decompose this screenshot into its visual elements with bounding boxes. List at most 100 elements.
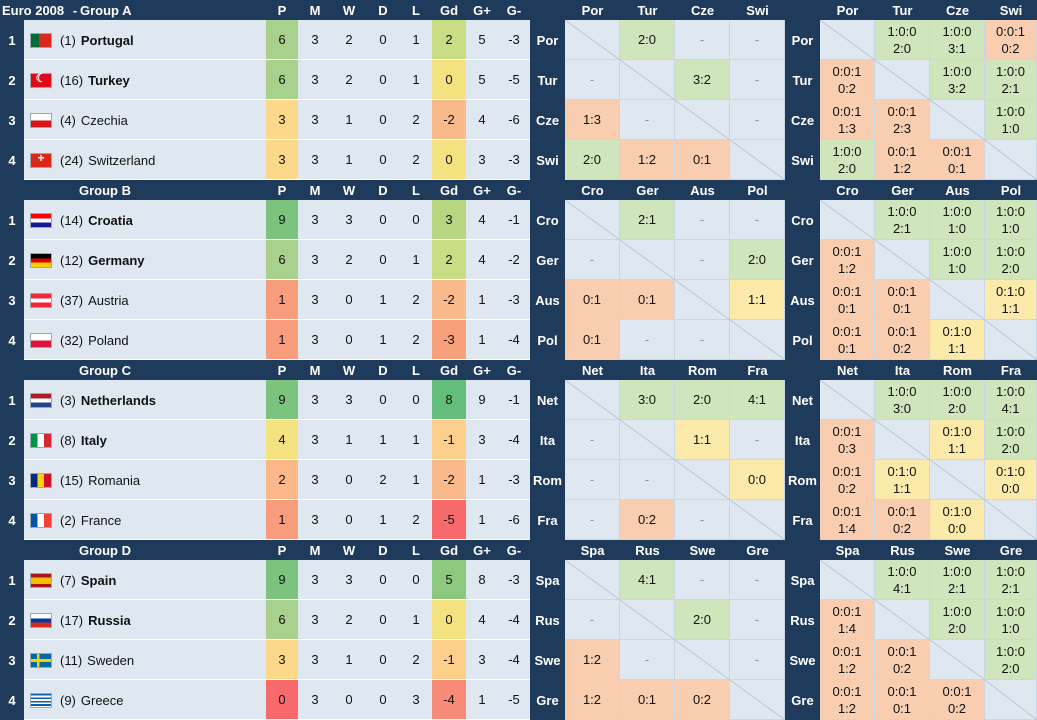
matrix-wdl: 1:0:0 <box>996 103 1025 119</box>
col-header-gplus: G+ <box>473 542 491 558</box>
stat-m: 3 <box>311 292 319 307</box>
result-cell: 2:0 <box>675 600 730 640</box>
results-col-header: Swe <box>689 542 716 558</box>
matrix-score: 2:0 <box>1001 440 1020 456</box>
diagonal-line <box>620 420 675 460</box>
result-cell-self <box>675 280 730 320</box>
stat-d: 1 <box>379 512 387 527</box>
flag-france-icon <box>30 512 52 528</box>
stat-gp: 3 <box>478 152 486 167</box>
matrix-cell-self <box>875 60 930 100</box>
stat-d: 0 <box>379 152 387 167</box>
result-cell: 1:1 <box>730 280 785 320</box>
matrix-wdl: 0:0:1 <box>832 63 862 79</box>
matrix-cell-self <box>875 600 930 640</box>
stat-w: 2 <box>345 72 353 87</box>
rank-number: 4 <box>0 320 24 360</box>
result-cell: - <box>620 100 675 140</box>
col-header-l: L <box>412 2 420 18</box>
title-separator: - <box>72 2 78 18</box>
stat-gd: 0 <box>432 140 466 179</box>
matrix-wdl: 1:0:0 <box>832 143 862 159</box>
results-row-label: Tur <box>530 60 565 100</box>
matrix-row-label: Pol <box>785 320 820 360</box>
matrix-cell-self <box>820 20 875 60</box>
matrix-wdl: 1:0:0 <box>942 203 972 219</box>
result-cell: 1:1 <box>675 420 730 460</box>
rank-number: 1 <box>0 20 24 60</box>
matrix-wdl: 0:0:1 <box>887 103 917 119</box>
stat-d: 0 <box>379 32 387 47</box>
result-cell: 1:2 <box>565 680 620 720</box>
stat-p: 9 <box>266 560 298 599</box>
col-header-gd: Gd <box>439 2 459 18</box>
group-header-bar <box>0 360 1037 380</box>
diagonal-line <box>985 140 1037 180</box>
stat-l: 1 <box>412 612 420 627</box>
matrix-score: 2:1 <box>1001 580 1020 596</box>
stat-gm: -5 <box>508 692 520 707</box>
team-cell: (1) Portugal <box>28 20 264 60</box>
matrix-score: 0:2 <box>947 700 967 716</box>
matrix-wdl: 0:1:0 <box>942 323 972 339</box>
matrix-cell: 0:0:1 0:1 <box>930 140 985 180</box>
stat-d: 0 <box>379 612 387 627</box>
matrix-row-label: Swi <box>785 140 820 180</box>
result-cell: 0:2 <box>675 680 730 720</box>
col-header-gplus: G+ <box>473 182 491 198</box>
result-cell-self <box>730 500 785 540</box>
team-seed: (7) <box>60 572 76 588</box>
matrix-score: 1:4 <box>837 620 857 636</box>
matrix-cell: 1:0:0 1:0 <box>930 200 985 240</box>
matrix-cell: 1:0:0 3:0 <box>875 380 930 420</box>
matrix-cell: 0:0:1 1:2 <box>820 640 875 680</box>
results-row-label: Gre <box>530 680 565 720</box>
flag-spain-icon <box>30 572 52 588</box>
matrix-score: 1:0 <box>947 260 967 276</box>
matrix-cell: 1:0:0 2:1 <box>930 560 985 600</box>
stat-gm: -4 <box>508 432 520 447</box>
matrix-score: 0:2 <box>892 660 912 676</box>
matrix-wdl: 0:1:0 <box>942 423 972 439</box>
result-cell: - <box>620 640 675 680</box>
results-row-label: Por <box>530 20 565 60</box>
diagonal-line <box>930 100 985 140</box>
results-col-header: Spa <box>580 542 605 558</box>
results-row-label: Net <box>530 380 565 420</box>
matrix-wdl: 1:0:0 <box>942 603 972 619</box>
result-cell: - <box>730 60 785 100</box>
results-col-header: Gre <box>746 542 769 558</box>
col-header-d: D <box>378 182 388 198</box>
matrix-cell: 0:0:1 0:3 <box>820 420 875 460</box>
matrix-col-header: Gre <box>999 542 1023 558</box>
stat-gd: -5 <box>432 500 466 539</box>
diagonal-line <box>620 600 675 640</box>
matrix-wdl: 0:0:1 <box>832 463 862 479</box>
matrix-score: 0:1 <box>892 700 912 716</box>
result-cell-self <box>730 680 785 720</box>
flag-austria-icon <box>30 292 52 308</box>
matrix-cell: 0:0:1 0:2 <box>875 320 930 360</box>
team-cell: (3) Netherlands <box>28 380 264 420</box>
stat-p: 6 <box>266 240 298 279</box>
diagonal-line <box>930 460 985 500</box>
flag-romania-icon <box>30 472 52 488</box>
results-col-header: Pol <box>747 182 768 198</box>
stat-d: 0 <box>379 212 387 227</box>
stat-d: 1 <box>379 332 387 347</box>
stat-p: 3 <box>266 140 298 179</box>
stat-l: 2 <box>412 512 420 527</box>
stat-l: 2 <box>412 152 420 167</box>
stat-gm: -3 <box>508 152 520 167</box>
rank-number: 1 <box>0 560 24 600</box>
stat-l: 1 <box>412 72 420 87</box>
team-name: France <box>80 512 122 528</box>
col-header-gplus: G+ <box>473 362 491 378</box>
matrix-score: 1:0 <box>947 220 967 236</box>
result-cell: - <box>675 320 730 360</box>
result-cell: 2:0 <box>675 380 730 420</box>
col-header-gd: Gd <box>439 542 459 558</box>
result-cell: 0:0 <box>730 460 785 500</box>
matrix-cell: 0:0:1 1:4 <box>820 500 875 540</box>
diagonal-line <box>985 320 1037 360</box>
